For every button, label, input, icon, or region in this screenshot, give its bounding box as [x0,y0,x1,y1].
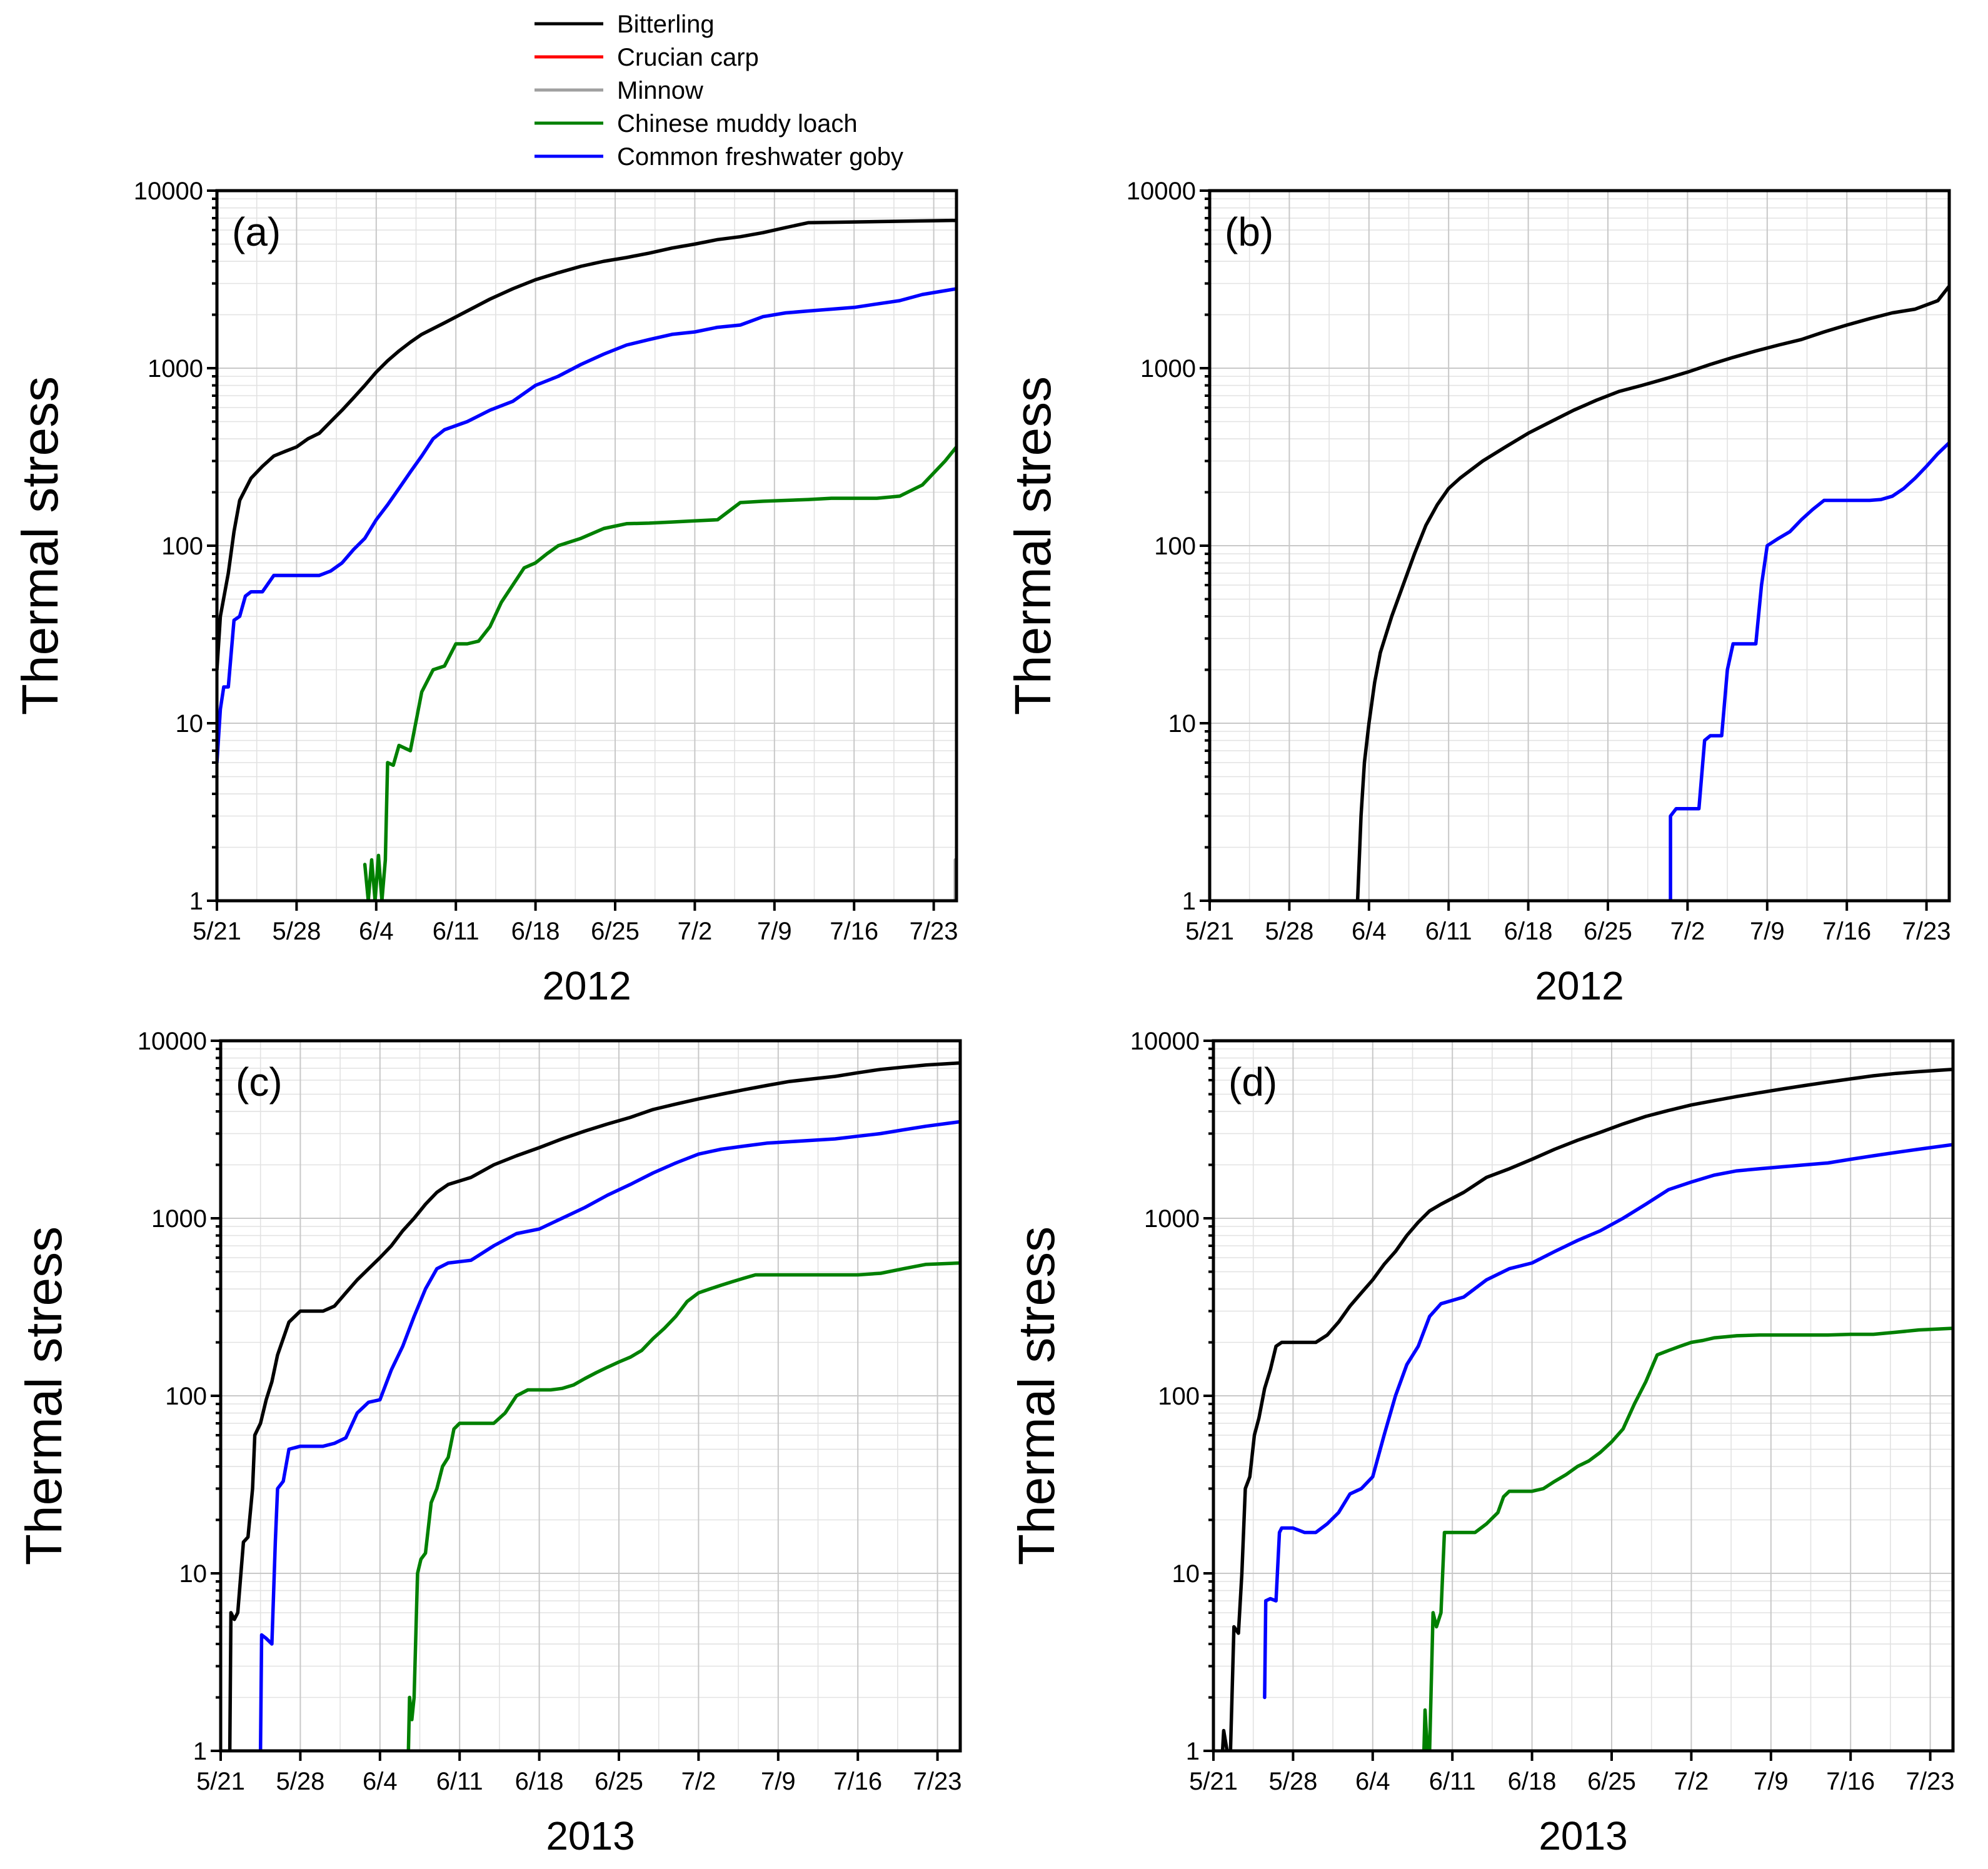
y-tick-label: 1 [1182,888,1196,915]
panel-0: 1 10 100 1000 10000 5/21 5/28 6/4 6/11 6/18 6/25 7/… [12,178,958,1008]
y-tick-label: 100 [165,1383,207,1410]
x-tick-label: 5/28 [1265,918,1313,945]
series-common-freshwater-goby [1263,1143,1953,1700]
series-common-freshwater-goby [258,1120,960,1751]
y-tick-label: 10000 [1127,178,1196,205]
x-tick-label: 7/23 [913,1768,962,1795]
x-tick-label: 6/4 [1355,1768,1390,1795]
panel-2: 1 10 100 1000 10000 5/21 5/28 6/4 6/11 6/18 6/25 7/… [16,1028,962,1858]
series-common-freshwater-goby [1669,441,1949,901]
y-axis-label: Thermal stress [1005,376,1062,715]
x-tick-label: 6/4 [359,918,394,945]
legend-label-4: Common freshwater goby [617,143,903,171]
x-tick-label: 6/11 [1425,918,1472,945]
x-tick-label: 5/21 [1189,1768,1238,1795]
x-tick-label: 7/2 [678,918,713,945]
panel-label: (d) [1228,1060,1277,1105]
y-tick-label: 1 [193,1738,207,1765]
x-axis-label: 2012 [1535,963,1624,1008]
x-tick-label: 5/21 [1185,918,1234,945]
x-tick-label: 7/23 [1902,918,1951,945]
x-tick-label: 7/9 [1754,1768,1789,1795]
legend-label-0: Bitterling [617,11,715,38]
y-tick-label: 10 [176,710,204,738]
legend-label-1: Crucian carp [617,44,759,71]
y-tick-label: 10000 [138,1028,207,1055]
series-bitterling [228,1061,960,1751]
x-tick-label: 7/16 [830,918,878,945]
x-axis-label: 2012 [542,963,631,1008]
x-tick-label: 5/21 [193,918,241,945]
x-tick-label: 7/9 [1750,918,1785,945]
panel-3: 1 10 100 1000 10000 5/21 5/28 6/4 6/11 6/18 6/25 7/… [1008,1028,1955,1858]
x-tick-label: 7/9 [761,1768,796,1795]
y-tick-label: 100 [1154,533,1196,560]
legend: Bitterling Crucian carp Minnow Chinese mudd… [535,11,903,171]
x-tick-label: 7/16 [833,1768,882,1795]
series-common-freshwater-goby [217,287,956,764]
legend-label-2: Minnow [617,77,703,104]
series-chinese-muddy-loach [363,445,956,901]
panel-label: (c) [236,1060,283,1105]
x-tick-label: 7/2 [681,1768,716,1795]
x-tick-label: 6/11 [436,1768,483,1795]
y-axis-label: Thermal stress [12,376,69,715]
series-bitterling [1355,284,1949,901]
x-tick-label: 6/18 [1504,918,1553,945]
y-tick-label: 1000 [151,1205,207,1233]
y-axis-label: Thermal stress [1008,1226,1065,1565]
x-tick-label: 7/23 [1906,1768,1955,1795]
series-bitterling [217,218,956,672]
series-chinese-muddy-loach [1422,1326,1953,1751]
x-tick-label: 6/25 [595,1768,643,1795]
x-tick-label: 7/16 [1826,1768,1875,1795]
x-tick-label: 7/9 [757,918,792,945]
panel-1: 1 10 100 1000 10000 5/21 5/28 6/4 6/11 6/18 6/25 7/… [1005,178,1951,1008]
legend-label-3: Chinese muddy loach [617,110,858,138]
panels: 1 10 100 1000 10000 5/21 5/28 6/4 6/11 6/18 6/25 7/… [12,178,1955,1858]
y-tick-label: 10000 [1130,1028,1200,1055]
y-axis-label: Thermal stress [16,1226,73,1565]
x-tick-label: 7/2 [1674,1768,1709,1795]
y-tick-label: 100 [1158,1383,1200,1410]
series-chinese-muddy-loach [406,1261,960,1751]
x-tick-label: 6/11 [433,918,479,945]
y-tick-label: 10000 [134,178,203,205]
y-tick-label: 1 [1186,1738,1200,1765]
x-axis-label: 2013 [1539,1813,1627,1858]
x-tick-label: 6/18 [515,1768,564,1795]
x-tick-label: 5/28 [272,918,321,945]
series-bitterling [1220,1068,1953,1751]
x-tick-label: 7/16 [1822,918,1871,945]
y-tick-label: 1000 [148,355,203,383]
y-tick-label: 10 [1168,710,1197,738]
x-tick-label: 5/28 [276,1768,324,1795]
y-tick-label: 100 [161,533,203,560]
x-tick-label: 6/4 [1352,918,1387,945]
x-tick-label: 6/11 [1429,1768,1476,1795]
y-tick-label: 10 [179,1560,208,1588]
x-tick-label: 6/25 [591,918,640,945]
x-axis-label: 2013 [546,1813,635,1858]
y-tick-label: 10 [1172,1560,1200,1588]
x-tick-label: 5/28 [1268,1768,1317,1795]
x-tick-label: 6/18 [511,918,560,945]
x-tick-label: 6/25 [1587,1768,1636,1795]
x-tick-label: 6/18 [1508,1768,1557,1795]
x-tick-label: 6/4 [363,1768,398,1795]
panel-label: (a) [232,209,281,254]
y-tick-label: 1000 [1144,1205,1200,1233]
x-tick-label: 6/25 [1584,918,1632,945]
y-tick-label: 1 [189,888,203,915]
panel-label: (b) [1225,209,1273,254]
x-tick-label: 7/2 [1670,918,1705,945]
y-tick-label: 1000 [1140,355,1196,383]
x-tick-label: 7/23 [910,918,958,945]
x-tick-label: 5/21 [196,1768,245,1795]
